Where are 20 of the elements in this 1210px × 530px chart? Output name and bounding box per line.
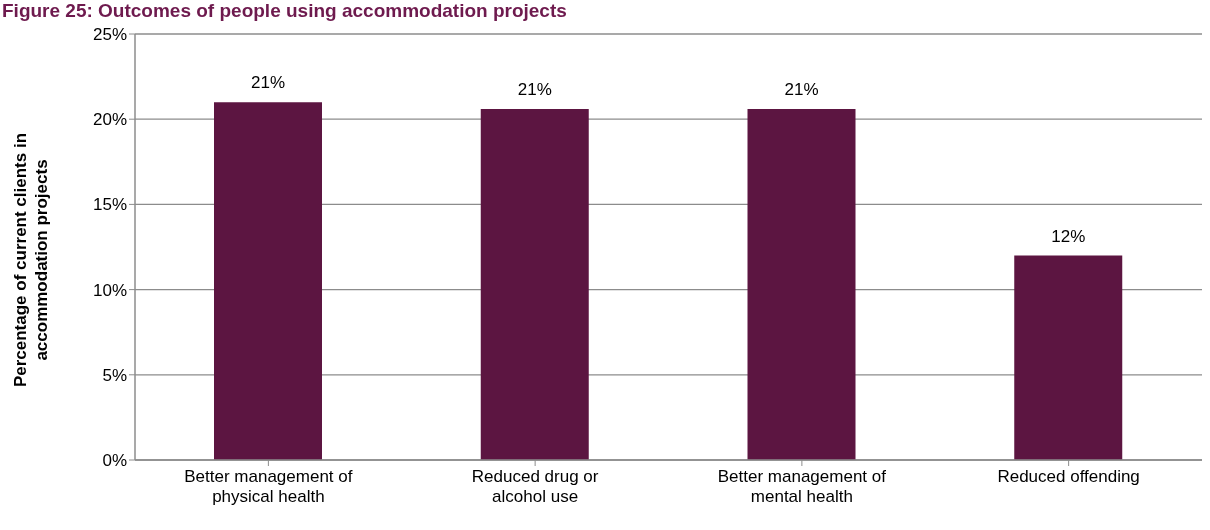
bar	[747, 108, 856, 460]
chart-title: Figure 25: Outcomes of people using accommodation projects	[2, 0, 567, 22]
x-tick-label: Better management of physical health	[184, 467, 353, 506]
y-tick-label: 10%	[92, 280, 127, 300]
data-label: 21%	[250, 73, 286, 93]
x-tick-label: Reduced drug or alcohol use	[471, 467, 599, 506]
x-tick-label: Better management of mental health	[717, 467, 887, 506]
data-label: 12%	[1051, 226, 1086, 246]
y-axis-title: Percentage of current clients in accommodation projects	[10, 131, 52, 390]
y-tick-label: 5%	[102, 365, 127, 385]
bar	[480, 108, 589, 460]
x-tick-label: Reduced offending	[997, 467, 1140, 486]
y-tick-label: 25%	[92, 25, 127, 45]
bar	[214, 102, 322, 460]
data-label: 21%	[517, 79, 552, 99]
data-label: 21%	[784, 79, 819, 99]
y-tick-label: 20%	[92, 110, 127, 130]
y-tick-label: 0%	[102, 451, 127, 471]
bar	[1014, 255, 1123, 460]
y-tick-label: 15%	[92, 195, 127, 215]
